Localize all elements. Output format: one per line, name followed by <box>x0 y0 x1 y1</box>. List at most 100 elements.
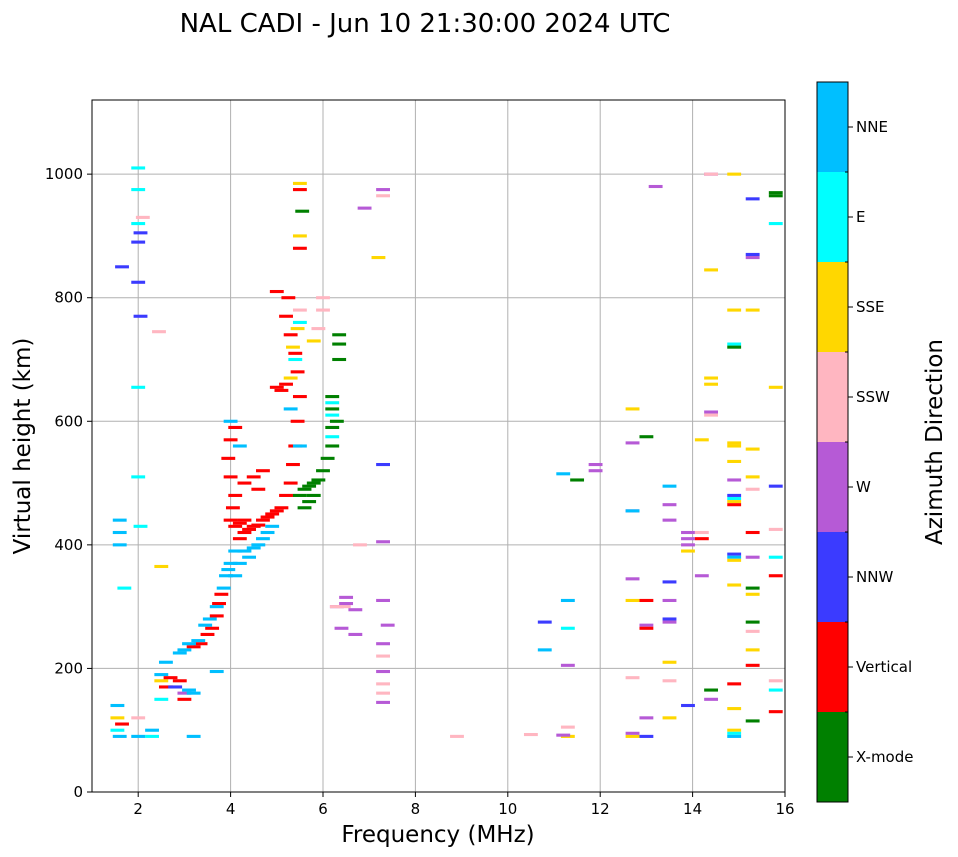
echo-mark-w <box>662 503 677 507</box>
echo-mark-nne <box>186 691 201 695</box>
echo-mark-vertical <box>251 487 266 491</box>
echo-mark-w <box>639 623 654 627</box>
echo-mark-vertical <box>242 527 257 531</box>
colorbar-tick-label: X-mode <box>856 748 913 766</box>
echo-mark-sse <box>283 376 298 380</box>
echo-mark-nnw <box>662 580 677 584</box>
echo-mark-x-mode <box>297 506 312 510</box>
echo-mark-sse <box>290 327 305 331</box>
echo-mark-x-mode <box>292 493 307 497</box>
colorbar-tick-label: E <box>856 208 865 226</box>
echo-mark-ssw <box>152 330 166 334</box>
echo-mark-x-mode <box>745 586 760 590</box>
echo-mark-vertical <box>115 722 129 726</box>
echo-mark-nne <box>110 703 125 708</box>
echo-mark-sse <box>727 500 742 504</box>
echo-mark-e <box>110 728 125 732</box>
echo-mark-nne <box>186 734 201 738</box>
echo-mark-w <box>625 577 640 581</box>
echo-mark-sse <box>727 172 742 176</box>
echo-mark-nne <box>556 472 571 476</box>
echo-mark-nnw <box>133 231 148 235</box>
echo-mark-sse <box>625 598 640 603</box>
echo-mark-sse <box>662 716 677 720</box>
echo-mark-nne <box>223 561 238 565</box>
echo-mark-ssw <box>704 413 719 417</box>
echo-mark-vertical <box>279 382 293 386</box>
echo-mark-nne <box>131 734 146 738</box>
echo-mark-nne <box>172 651 187 655</box>
echo-mark-ssw <box>131 716 146 720</box>
echo-mark-ssw <box>768 679 783 683</box>
echo-mark-nne <box>219 574 233 578</box>
echo-mark-nne <box>246 546 261 550</box>
echo-mark-vertical <box>251 523 266 527</box>
echo-mark-w <box>662 518 677 522</box>
echo-mark-vertical <box>205 626 220 630</box>
echo-mark-w <box>704 697 719 701</box>
colorbar-segment-nne <box>817 82 848 172</box>
echo-mark-vertical <box>260 515 275 519</box>
colorbar-segment-ssw <box>817 352 848 442</box>
echo-mark-ssw <box>694 530 709 535</box>
echo-mark-w <box>662 598 677 603</box>
echo-mark-e <box>560 626 575 630</box>
echo-mark-vertical <box>727 682 742 686</box>
echo-mark-e <box>133 524 148 528</box>
echo-mark-vertical <box>283 481 298 485</box>
echo-mark-vertical <box>193 642 208 646</box>
echo-mark-nnw <box>376 462 390 467</box>
echo-mark-vertical <box>768 710 783 714</box>
echo-mark-vertical <box>292 395 307 399</box>
echo-mark-vertical <box>745 663 760 667</box>
echo-mark-e <box>131 385 146 389</box>
y-tick-label: 600 <box>54 412 83 430</box>
echo-mark-nne <box>191 639 206 643</box>
echo-mark-sse <box>727 441 742 445</box>
echo-mark-vertical <box>172 679 187 683</box>
echo-mark-sse <box>745 308 760 312</box>
x-tick-label: 12 <box>591 800 610 818</box>
echo-mark-sse <box>292 181 307 185</box>
echo-mark-ssw <box>745 629 760 633</box>
echo-mark-nnw <box>681 703 695 708</box>
echo-mark-vertical <box>177 697 192 701</box>
echo-mark-vertical <box>237 530 252 535</box>
echo-mark-w <box>380 623 395 627</box>
echo-mark-vertical <box>269 509 284 513</box>
echo-mark-sse <box>625 734 640 738</box>
echo-mark-sse <box>625 407 640 411</box>
echo-mark-vertical <box>163 676 178 680</box>
echo-mark-w <box>376 700 390 704</box>
echo-mark-vertical <box>200 632 215 636</box>
echo-mark-vertical <box>279 314 293 318</box>
echo-mark-x-mode <box>727 345 742 349</box>
x-tick-label: 4 <box>226 800 236 818</box>
echo-mark-sse <box>727 459 742 463</box>
echo-mark-w <box>648 184 663 189</box>
echo-mark-x-mode <box>295 209 310 213</box>
echo-mark-x-mode <box>332 357 347 362</box>
echo-mark-w <box>588 462 603 467</box>
echo-mark-vertical <box>288 351 303 355</box>
plot-area: 2 4 6 8 10 12 14 16 0 200 400 600 800 1000 <box>45 99 795 818</box>
echo-mark-nne <box>560 598 575 603</box>
echo-mark-w <box>177 691 192 695</box>
echo-mark-vertical <box>745 530 760 535</box>
echo-mark-vertical <box>639 626 654 630</box>
echo-mark-vertical <box>281 296 296 300</box>
echo-mark-x-mode <box>306 481 321 485</box>
echo-mark-sse <box>768 385 783 389</box>
echo-mark-e <box>768 222 783 226</box>
echo-mark-nne <box>177 648 192 652</box>
echo-mark-e <box>727 496 742 501</box>
echo-mark-sse <box>704 268 719 272</box>
echo-mark-x-mode <box>745 719 760 723</box>
echo-mark-nnw <box>131 240 146 244</box>
echo-mark-e <box>768 688 783 692</box>
echo-mark-vertical <box>212 602 226 606</box>
echo-mark-vertical <box>158 685 173 689</box>
echo-mark-nne <box>662 484 677 488</box>
y-tick-label: 1000 <box>45 165 83 183</box>
